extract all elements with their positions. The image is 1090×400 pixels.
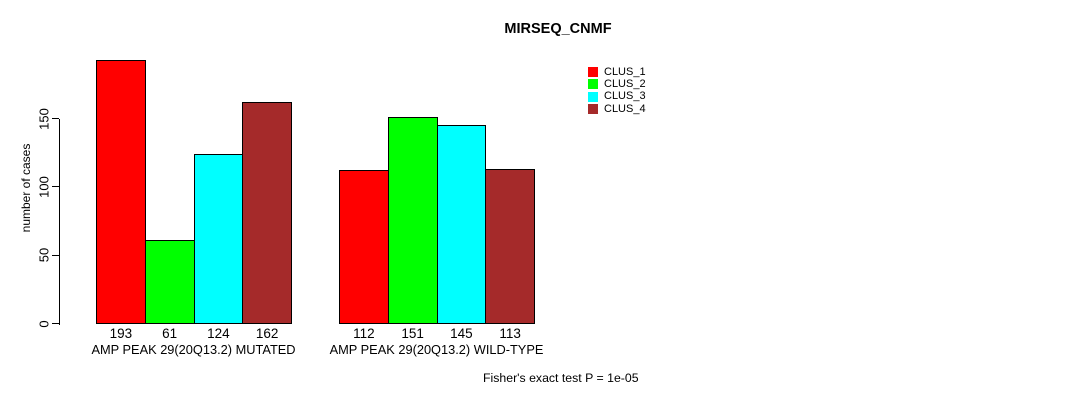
y-axis-tick [51,254,59,256]
bar-value-label: 124 [207,326,230,341]
legend-label: CLUS_4 [604,102,646,115]
fisher-test-annotation: Fisher's exact test P = 1e-05 [483,371,639,385]
bar-value-label: 151 [401,326,424,341]
chart-title: MIRSEQ_CNMF [504,21,612,37]
y-axis-tick-label: 100 [36,175,52,198]
legend-color-swatch [588,79,598,90]
bar-value-label: 112 [353,326,375,341]
x-group-label-2: AMP PEAK 29(20Q13.2) WILD-TYPE [329,342,544,357]
y-axis-line [58,118,60,325]
y-axis-tick [51,117,59,120]
legend-item-clus_2: CLUS_2 [588,78,646,90]
legend-item-clus_3: CLUS_3 [588,91,646,103]
legend-item-clus_4: CLUS_4 [588,103,646,115]
legend-label: CLUS_2 [604,77,646,90]
y-axis-tick [51,322,59,325]
legend-item-clus_1: CLUS_1 [588,66,646,78]
bar-value-label: 61 [162,326,178,341]
bar-clus_2-group2 [387,117,438,325]
bar-clus_4-group2 [485,169,535,325]
legend-label: CLUS_1 [604,65,646,78]
y-axis-tick-label: 50 [36,247,52,263]
legend: CLUS_1 CLUS_2 CLUS_3 CLUS_4 [588,66,646,115]
x-group-label-1: AMP PEAK 29(20Q13.2) MUTATED [91,342,296,357]
bar-clus_3-group1 [193,154,244,325]
bar-clus_4-group1 [242,102,292,325]
legend-label: CLUS_3 [604,90,646,103]
y-axis-tick [51,186,59,188]
legend-color-swatch [588,91,598,102]
legend-color-swatch [588,67,598,78]
bar-value-label: 113 [499,326,521,341]
bar-value-label: 162 [255,326,279,341]
legend-color-swatch [588,104,598,115]
bar-value-label: 193 [109,326,133,341]
bar-value-label: 145 [450,326,473,341]
bar-clus_1-group2 [339,170,389,325]
bar-clus_1-group1 [96,59,146,325]
bar-clus_3-group2 [436,125,487,325]
y-axis-tick-label: 0 [36,319,52,328]
y-axis-tick-label: 150 [36,107,52,130]
bar-clus_2-group1 [144,240,195,325]
